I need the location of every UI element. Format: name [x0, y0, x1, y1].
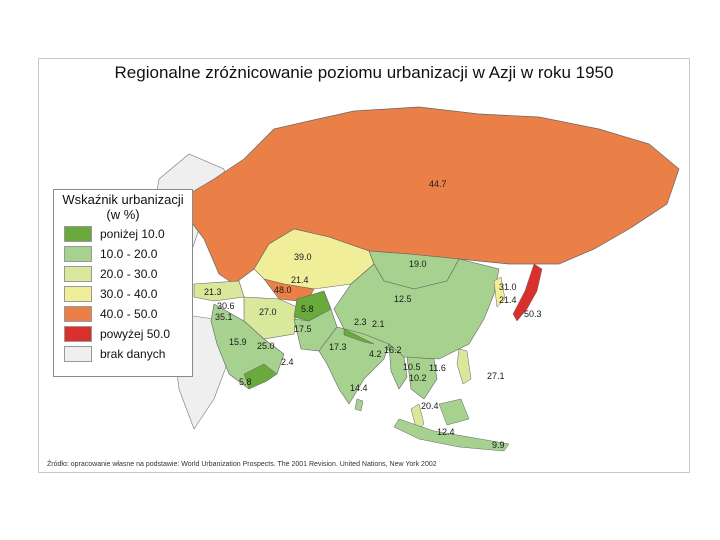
value-bhutan: 2.1: [372, 319, 385, 329]
value-korea-s: 21.4: [499, 295, 517, 305]
value-srilanka: 14.4: [350, 383, 368, 393]
indochina-region: [406, 356, 438, 400]
legend-item-label: 30.0 - 40.0: [100, 287, 158, 301]
legend-item-label: 10.0 - 20.0: [100, 247, 158, 261]
legend-swatch: [64, 306, 92, 322]
value-bangladesh: 4.2: [369, 349, 382, 359]
source-note: Źródło: opracowanie własne na podstawie:…: [47, 461, 437, 468]
value-saudi: 15.9: [229, 337, 247, 347]
value-nepal: 2.3: [354, 317, 367, 327]
value-taiwan: 11.6: [429, 363, 446, 373]
legend-swatch: [64, 246, 92, 262]
value-syria: 35.1: [215, 312, 233, 322]
value-myanmar: 16.2: [384, 345, 402, 355]
legend-item: brak danych: [64, 346, 189, 362]
value-indonesia: 12.4: [437, 427, 455, 437]
value-lebanon: 30.6: [217, 301, 235, 311]
legend-item-label: brak danych: [100, 347, 166, 361]
legend-swatch: [64, 286, 92, 302]
value-oman: 2.4: [281, 357, 294, 367]
legend-item-label: powyżej 50.0: [100, 327, 171, 341]
value-philippines: 27.1: [487, 371, 505, 381]
legend-title-line2: (w %): [106, 207, 140, 222]
legend-item: 20.0 - 30.0: [64, 266, 189, 282]
value-yemen: 5.8: [239, 377, 252, 387]
korea-region: [493, 276, 506, 308]
srilanka-region: [354, 398, 364, 412]
value-china: 12.5: [394, 294, 412, 304]
value-malaysia: 20.4: [421, 401, 439, 411]
legend-item: 10.0 - 20.0: [64, 246, 189, 262]
value-uzbekistan: 21.4: [291, 275, 309, 285]
value-korea-n: 31.0: [499, 282, 517, 292]
value-mongolia: 19.0: [409, 259, 427, 269]
myanmar-region: [388, 343, 408, 390]
map-frame: Regionalne zróżnicowanie poziomu urbaniz…: [38, 58, 690, 473]
japan-region: [512, 263, 543, 322]
value-iran: 27.0: [259, 307, 277, 317]
yemen-region: [243, 363, 278, 390]
malaysia-region: [410, 403, 425, 432]
legend-item: 40.0 - 50.0: [64, 306, 189, 322]
value-laos: 10.5: [403, 362, 421, 372]
legend-swatch: [64, 346, 92, 362]
nepal-region: [343, 328, 375, 345]
india-region: [318, 326, 390, 405]
value-india: 17.3: [329, 342, 347, 352]
legend-item-label: poniżej 10.0: [100, 227, 165, 241]
legend-title-line1: Wskaźnik urbanizacji: [62, 192, 184, 207]
turkey-region: [193, 280, 245, 302]
value-kazakhstan: 39.0: [294, 252, 312, 262]
legend-item: powyżej 50.0: [64, 326, 189, 342]
borneo-region: [438, 398, 470, 426]
value-pakistan: 17.5: [294, 324, 312, 334]
map-title: Regionalne zróżnicowanie poziomu urbaniz…: [114, 63, 614, 82]
legend-swatch: [64, 266, 92, 282]
legend: Wskaźnik urbanizacji (w %) poniżej 10.0 …: [53, 189, 193, 377]
value-timor: 9.9: [492, 440, 505, 450]
philippines-region: [456, 348, 472, 385]
legend-title: Wskaźnik urbanizacji (w %): [54, 192, 192, 222]
asia-map: [148, 106, 680, 452]
russia-region: [188, 106, 680, 285]
legend-item-label: 40.0 - 50.0: [100, 307, 158, 321]
value-afghanistan: 5.8: [301, 304, 314, 314]
value-turkey: 21.3: [204, 287, 222, 297]
value-russia: 44.7: [429, 179, 447, 189]
legend-swatch: [64, 326, 92, 342]
indonesia-region: [393, 418, 510, 452]
value-japan: 50.3: [524, 309, 542, 319]
legend-item: 30.0 - 40.0: [64, 286, 189, 302]
value-cambodia: 10.2: [409, 373, 427, 383]
legend-item: poniżej 10.0: [64, 226, 189, 242]
value-oman-a: 25.0: [257, 341, 275, 351]
value-central-asia: 48.0: [274, 285, 292, 295]
legend-swatch: [64, 226, 92, 242]
legend-item-label: 20.0 - 30.0: [100, 267, 158, 281]
